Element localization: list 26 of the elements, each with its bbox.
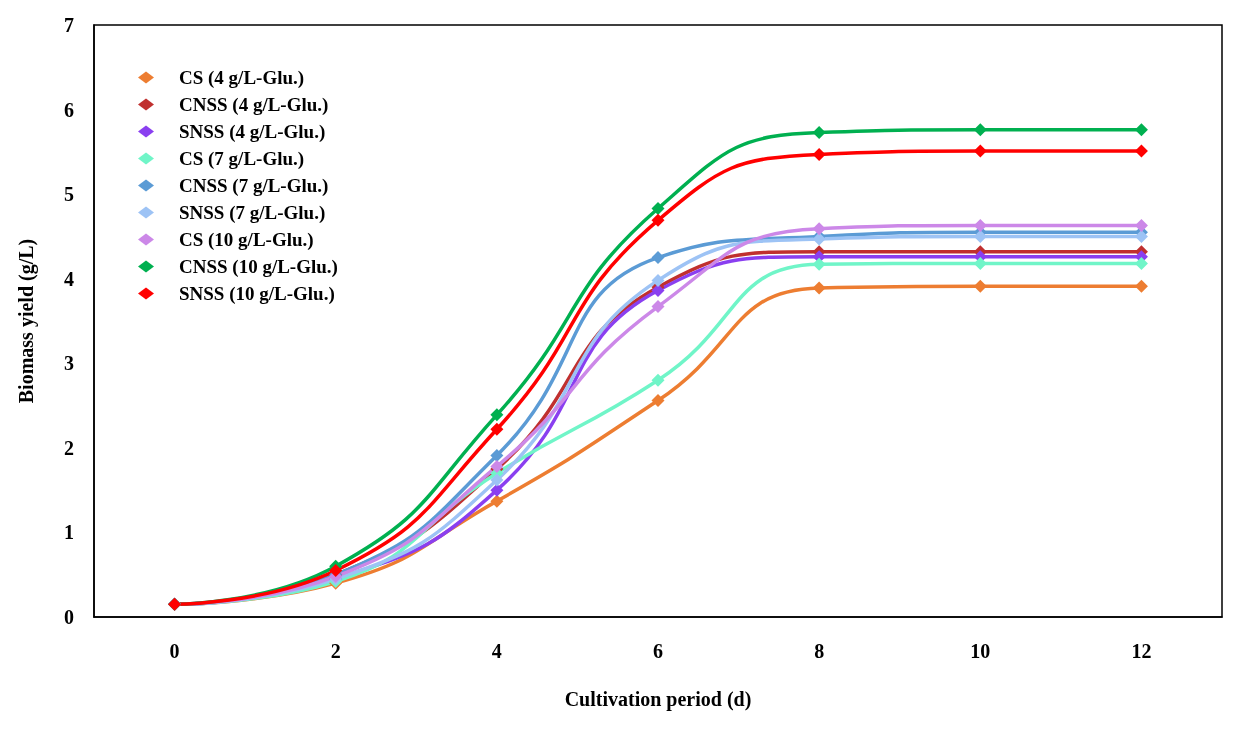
legend-label: SNSS (10 g/L-Glu.) <box>179 283 335 305</box>
y-tick-label: 0 <box>64 606 74 628</box>
y-tick-label: 6 <box>64 98 74 121</box>
x-tick-label: 4 <box>491 640 502 662</box>
legend-label: SNSS (7 g/L-Glu.) <box>179 202 326 224</box>
x-tick-label: 10 <box>970 640 991 662</box>
y-tick-label: 1 <box>64 521 74 544</box>
legend-label: SNSS (4 g/L-Glu.) <box>179 121 326 143</box>
x-tick-label: 0 <box>169 640 180 662</box>
x-tick-label: 8 <box>814 640 825 662</box>
y-tick-label: 7 <box>64 14 74 36</box>
x-tick-label: 2 <box>330 640 341 662</box>
y-tick-label: 4 <box>64 267 74 290</box>
legend-label: CNSS (10 g/L-Glu.) <box>179 256 338 278</box>
legend-label: CS (10 g/L-Glu.) <box>179 229 314 251</box>
x-axis-title: Cultivation period (d) <box>564 688 752 711</box>
y-tick-label: 3 <box>64 352 74 375</box>
x-tick-label: 6 <box>653 640 663 662</box>
y-tick-label: 2 <box>64 436 74 459</box>
x-tick-label: 12 <box>1131 640 1152 662</box>
y-tick-label: 5 <box>64 183 74 206</box>
legend-label: CS (4 g/L-Glu.) <box>179 67 305 89</box>
legend-label: CS (7 g/L-Glu.) <box>179 148 305 170</box>
y-axis-title: Biomass yield (g/L) <box>15 238 38 404</box>
legend-label: CNSS (4 g/L-Glu.) <box>179 94 329 116</box>
legend-label: CNSS (7 g/L-Glu.) <box>179 175 329 197</box>
